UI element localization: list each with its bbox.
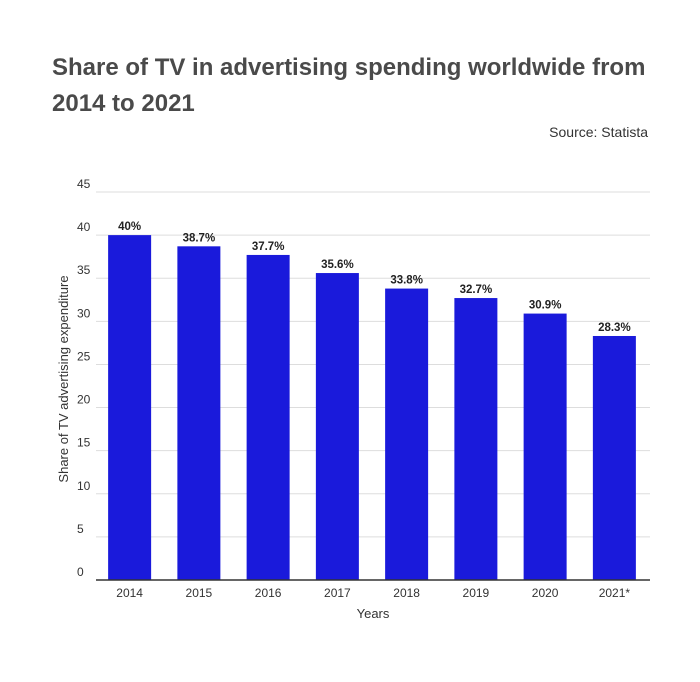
y-tick-label: 20 bbox=[77, 393, 91, 407]
x-axis-ticks: 2014 2015 2016 2017 2018 2019 2020 2021* bbox=[116, 586, 630, 600]
source-label: Source: Statista bbox=[549, 124, 648, 140]
y-tick-label: 15 bbox=[77, 436, 91, 450]
x-tick-label: 2020 bbox=[532, 586, 559, 600]
x-tick-label: 2017 bbox=[324, 586, 351, 600]
x-tick-label: 2021* bbox=[599, 586, 631, 600]
x-tick-label: 2014 bbox=[116, 586, 143, 600]
bar-2016 bbox=[246, 254, 290, 581]
y-tick-label: 35 bbox=[77, 263, 91, 277]
y-axis-title: Share of TV advertising expenditure bbox=[56, 275, 71, 482]
x-tick-label: 2018 bbox=[393, 586, 420, 600]
data-label: 37.7% bbox=[252, 241, 285, 253]
bar-2017 bbox=[315, 273, 359, 580]
bar-2021* bbox=[592, 335, 636, 580]
bar-2014 bbox=[108, 235, 152, 580]
data-label: 40% bbox=[118, 221, 141, 233]
data-label: 28.3% bbox=[598, 322, 631, 334]
y-tick-label: 10 bbox=[77, 479, 91, 493]
x-tick-label: 2015 bbox=[186, 586, 213, 600]
bar-2019 bbox=[454, 298, 498, 580]
y-tick-label: 40 bbox=[77, 220, 91, 234]
x-tick-label: 2019 bbox=[463, 586, 490, 600]
y-tick-label: 45 bbox=[77, 177, 91, 191]
y-tick-label: 5 bbox=[77, 522, 84, 536]
chart-title: Share of TV in advertising spending worl… bbox=[52, 54, 646, 117]
data-label: 32.7% bbox=[460, 284, 493, 296]
bar-2015 bbox=[177, 246, 221, 580]
data-label: 33.8% bbox=[390, 275, 423, 287]
data-labels: 40% 38.7% 37.7% 35.6% 33.8% 32.7% 30.9% 28.3% bbox=[118, 221, 631, 334]
bars bbox=[108, 235, 636, 581]
y-axis-ticks: 0 5 10 15 20 25 30 35 40 45 bbox=[77, 177, 91, 579]
data-label: 35.6% bbox=[321, 259, 354, 271]
data-label: 38.7% bbox=[183, 232, 216, 244]
bar-2018 bbox=[385, 288, 429, 580]
bar-2020 bbox=[523, 313, 567, 580]
x-axis-title: Years bbox=[357, 606, 390, 621]
y-tick-label: 0 bbox=[77, 565, 84, 579]
data-label: 30.9% bbox=[529, 300, 562, 312]
x-tick-label: 2016 bbox=[255, 586, 282, 600]
y-tick-label: 30 bbox=[77, 306, 91, 320]
y-tick-label: 25 bbox=[77, 349, 91, 363]
